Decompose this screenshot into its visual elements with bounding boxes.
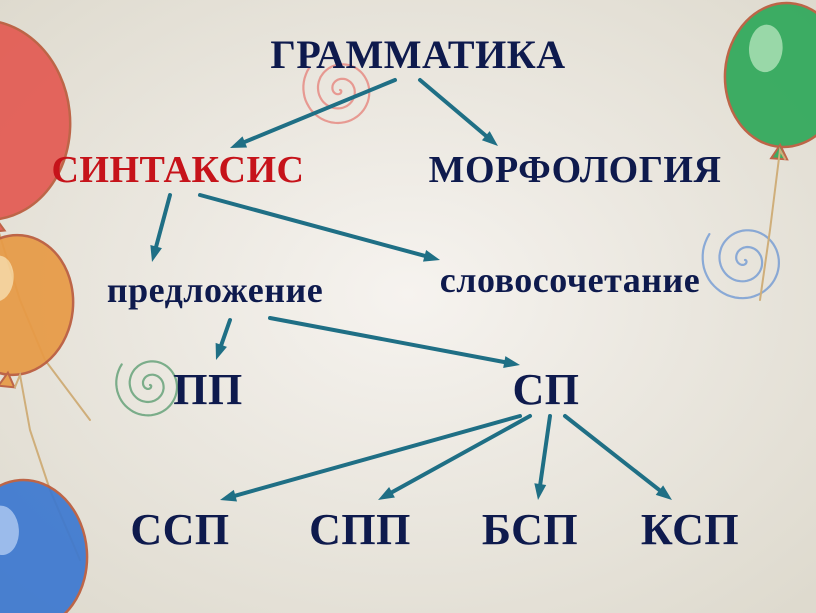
diagram-stage: ГРАММАТИКА СИНТАКСИС МОРФОЛОГИЯ предложение… xyxy=(0,0,816,613)
node-spp: СПП xyxy=(309,508,411,552)
node-ssp: ССП xyxy=(130,508,229,552)
node-sent: предложение xyxy=(107,272,323,308)
node-root: ГРАММАТИКА xyxy=(270,35,565,75)
node-ksp: КСП xyxy=(641,508,739,552)
node-syntax: СИНТАКСИС xyxy=(51,151,304,189)
node-phrase: словосочетание xyxy=(440,262,700,298)
node-morph: МОРФОЛОГИЯ xyxy=(429,151,722,189)
node-sp: СП xyxy=(513,368,580,412)
node-bsp: БСП xyxy=(482,508,578,552)
node-pp: ПП xyxy=(173,368,242,412)
